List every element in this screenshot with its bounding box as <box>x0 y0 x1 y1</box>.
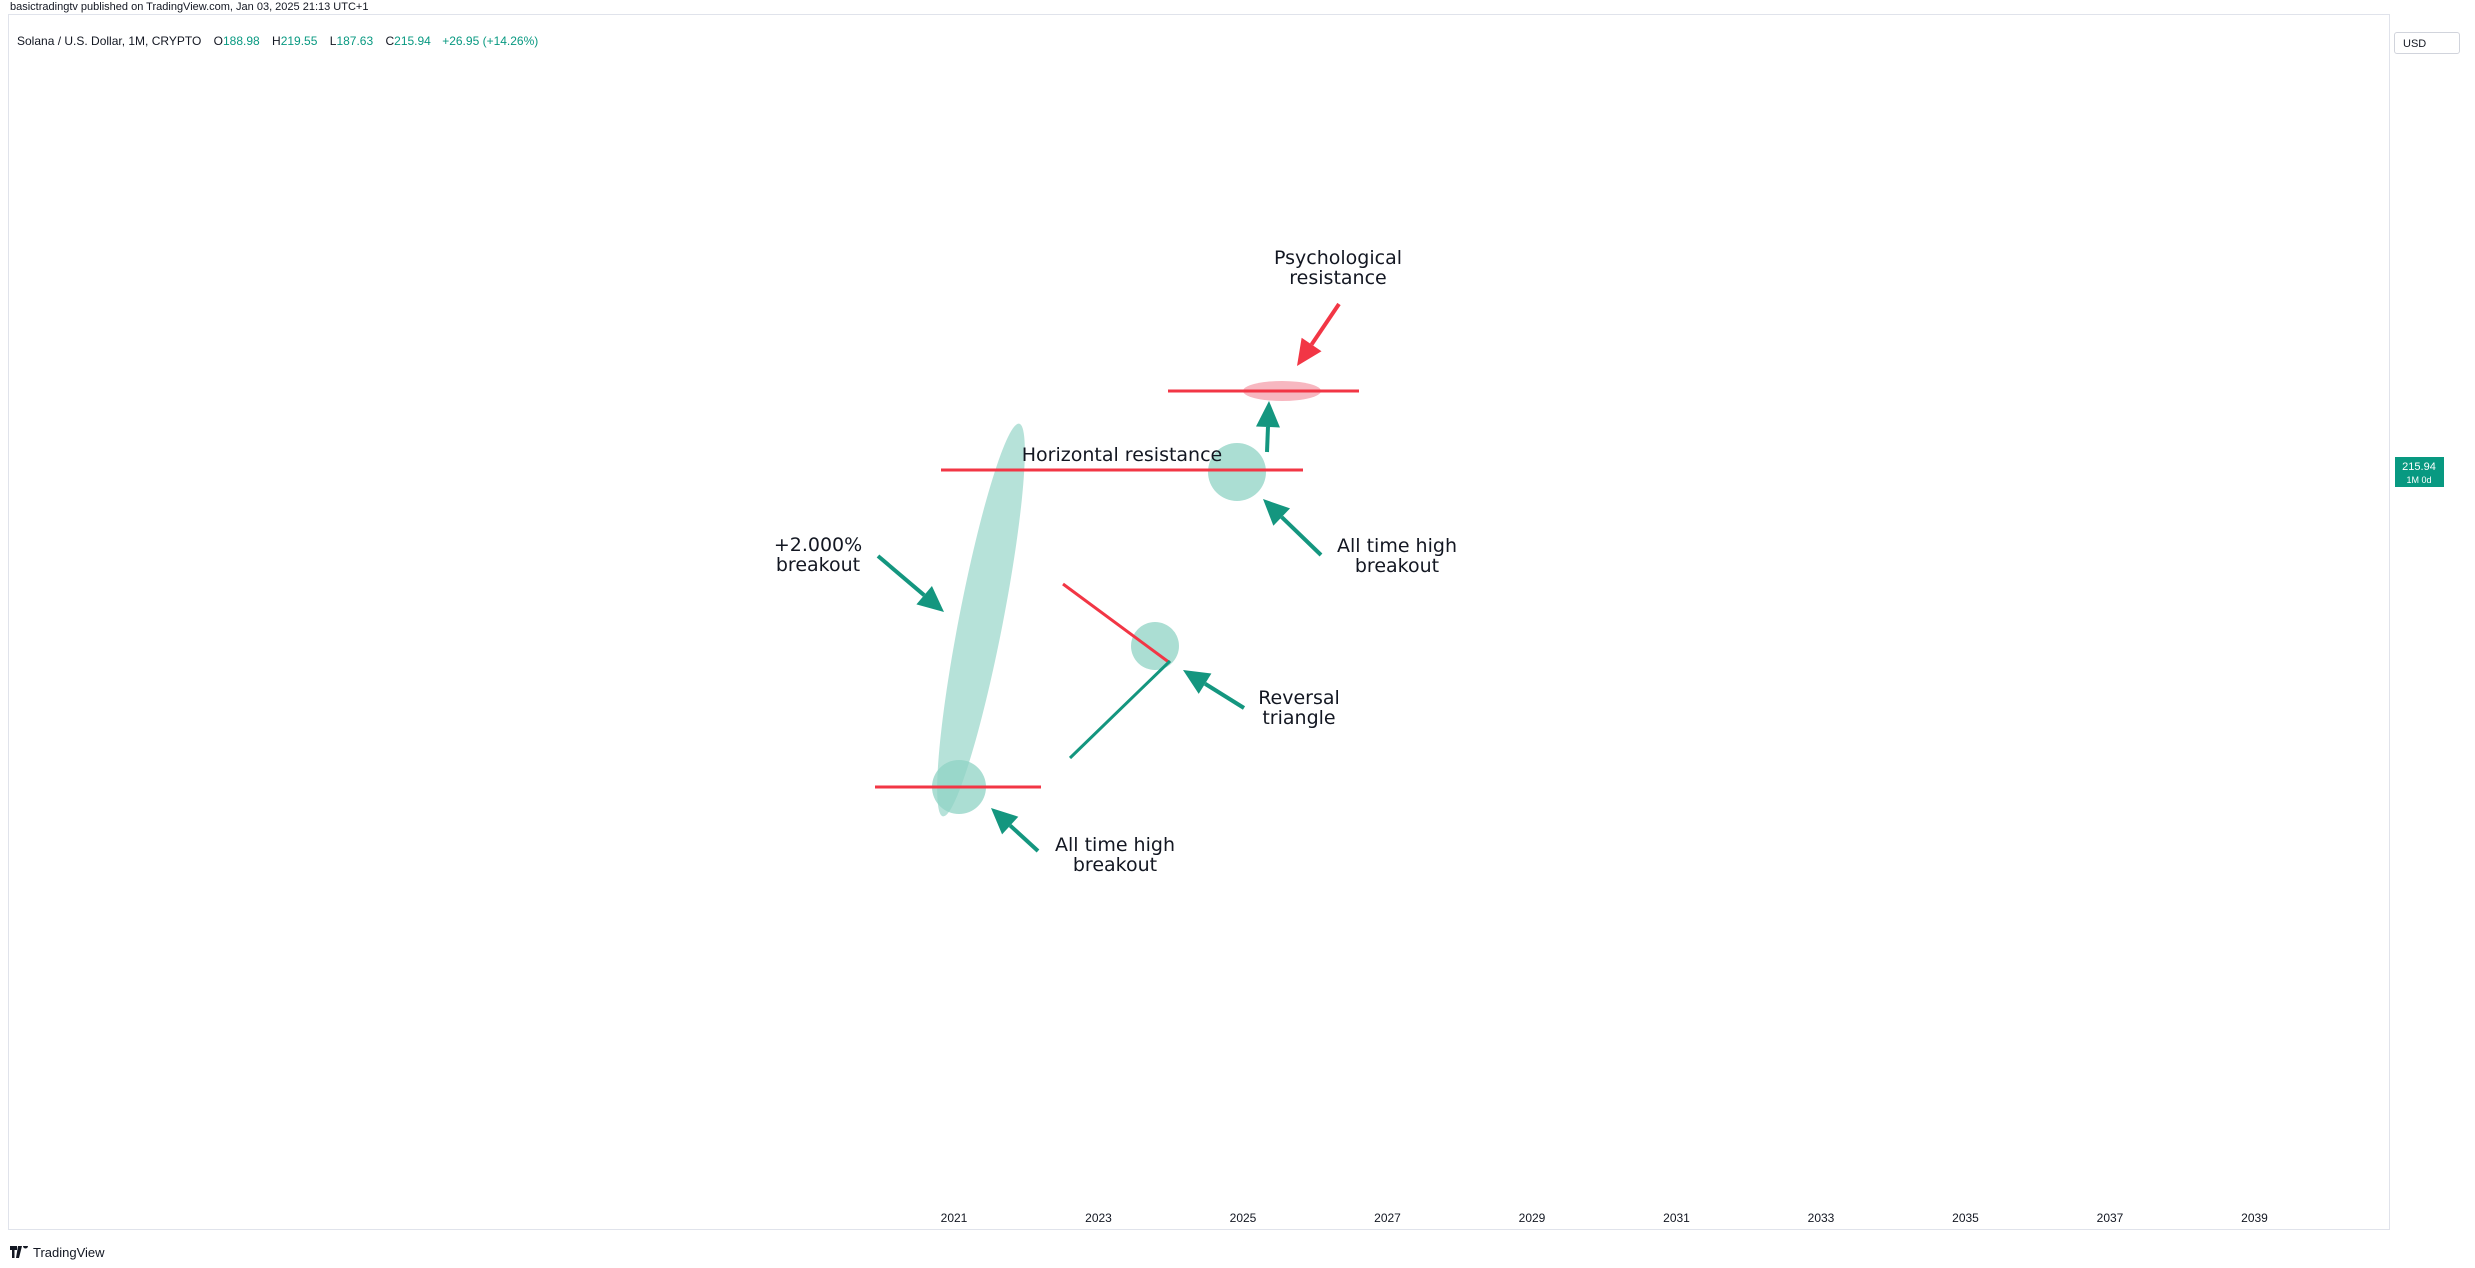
annotation-breakout-pct-line1: +2.000% <box>774 534 862 556</box>
legend-close-value: 215.94 <box>394 34 431 48</box>
annotation-ath-top-line1: All time high <box>1337 535 1457 557</box>
arrow-ath-bottom-head <box>991 808 1019 835</box>
time-tick-label: 2039 <box>2241 1211 2268 1225</box>
last-price-tag: 215.94 1M 0d <box>2395 457 2444 487</box>
legend-symbol[interactable]: Solana / U.S. Dollar, 1M, CRYPTO <box>17 34 202 48</box>
rally-highlight-ellipse <box>937 423 1025 817</box>
symbol-legend[interactable]: Solana / U.S. Dollar, 1M, CRYPTO O188.98… <box>17 34 538 48</box>
tradingview-logo-icon <box>10 1246 28 1258</box>
annotation-ath-top-line2: breakout <box>1355 555 1439 577</box>
arrow-reversal-triangle-shaft <box>1204 682 1246 710</box>
time-tick-label: 2037 <box>2097 1211 2124 1225</box>
time-tick-label: 2025 <box>1230 1211 1257 1225</box>
highlight-layer <box>932 381 1321 817</box>
legend-high-value: 219.55 <box>280 34 318 48</box>
annotation-ath-bottom-line1: All time high <box>1055 834 1175 856</box>
triangle-upper-line <box>1062 582 1171 665</box>
annotation-breakout-pct-line2: breakout <box>776 554 860 576</box>
arrow-ath-top-upward-head <box>1255 401 1280 428</box>
footer-brand[interactable]: TradingView <box>33 1244 105 1260</box>
arrow-ath-top-shaft <box>1280 515 1323 557</box>
arrow-ath-bottom-shaft <box>1008 824 1040 853</box>
arrow-breakout-pct-head <box>916 586 944 612</box>
legend-open-value: 188.98 <box>222 34 260 48</box>
annotation-reversal-line2: triangle <box>1262 707 1335 729</box>
annotation-reversal-line1: Reversal <box>1258 687 1340 709</box>
legend-high-label: H <box>272 34 281 48</box>
drawings-layer <box>875 302 1359 853</box>
legend-low-label: L <box>329 34 337 48</box>
time-axis[interactable]: 2021 2023 2025 2027 2029 2031 2033 2035 2037 2039 <box>941 1211 2269 1225</box>
annotation-ath-bottom-line2: breakout <box>1073 854 1157 876</box>
legend-change: +26.95 (+14.26%) <box>442 34 539 48</box>
annotations-layer: +2.000% breakout Horizontal resistance P… <box>774 247 1457 876</box>
arrow-ath-top-head <box>1263 499 1291 526</box>
annotation-horizontal-resistance: Horizontal resistance <box>1022 444 1222 466</box>
arrow-reversal-triangle-head <box>1183 670 1212 694</box>
annotation-psych-resistance-line1: Psychological <box>1274 247 1402 269</box>
chart-frame <box>8 14 2390 1230</box>
annotation-psych-resistance-line2: resistance <box>1289 267 1386 289</box>
arrow-psych-resistance-shaft <box>1309 302 1341 346</box>
candle-countdown: 1M 0d <box>2406 475 2431 485</box>
legend-open-label: O <box>213 34 223 48</box>
time-tick-label: 2033 <box>1808 1211 1835 1225</box>
time-tick-label: 2035 <box>1952 1211 1979 1225</box>
time-tick-label: 2027 <box>1374 1211 1401 1225</box>
legend-close-label: C <box>385 34 395 48</box>
triangle-breakout-highlight <box>1131 622 1179 670</box>
time-tick-label: 2031 <box>1663 1211 1690 1225</box>
triangle-lower-line <box>1068 659 1172 760</box>
currency-button[interactable]: USD <box>2394 32 2460 54</box>
footer[interactable]: TradingView <box>10 1242 105 1262</box>
arrow-psych-resistance-head <box>1297 337 1322 366</box>
arrow-breakout-pct-shaft <box>876 554 926 597</box>
publisher-line: basictradingtv published on TradingView.… <box>0 0 369 14</box>
legend-low-value: 187.63 <box>336 34 374 48</box>
time-tick-label: 2029 <box>1519 1211 1546 1225</box>
arrow-ath-top-upward-shaft <box>1265 426 1270 453</box>
ath-breakout-2024-highlight <box>1208 443 1266 501</box>
time-tick-label: 2023 <box>1085 1211 1112 1225</box>
time-tick-label: 2021 <box>941 1211 968 1225</box>
last-price-value: 215.94 <box>2402 461 2436 473</box>
